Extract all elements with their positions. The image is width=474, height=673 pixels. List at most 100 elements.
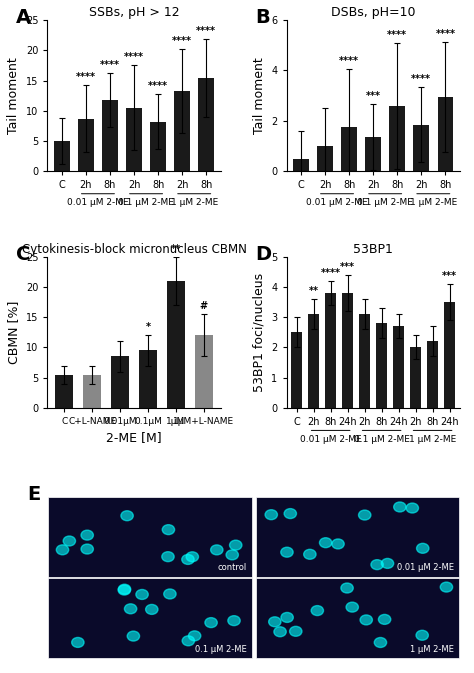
Circle shape (127, 631, 139, 641)
Y-axis label: Tail moment: Tail moment (253, 57, 266, 134)
Circle shape (440, 582, 453, 592)
Title: SSBs, pH > 12: SSBs, pH > 12 (89, 6, 179, 19)
Bar (167, 281, 185, 408)
Bar (139, 351, 157, 408)
Bar (365, 137, 381, 171)
Circle shape (332, 539, 344, 549)
Text: **: ** (309, 286, 319, 296)
Circle shape (72, 637, 84, 647)
Bar (126, 108, 142, 171)
Circle shape (311, 606, 324, 616)
Circle shape (189, 631, 201, 641)
Circle shape (341, 583, 353, 593)
Bar (102, 100, 118, 171)
Circle shape (182, 636, 194, 646)
Text: ****: **** (339, 57, 359, 66)
Circle shape (164, 589, 176, 599)
Circle shape (182, 555, 194, 565)
Circle shape (416, 631, 428, 640)
Circle shape (162, 525, 174, 534)
X-axis label: 2-ME [M]: 2-ME [M] (106, 431, 162, 444)
Text: ****: **** (172, 36, 192, 46)
Text: 0.01 μM 2-ME: 0.01 μM 2-ME (67, 199, 129, 207)
Bar (83, 375, 101, 408)
Text: 0.01 μM 2-ME: 0.01 μM 2-ME (300, 435, 362, 444)
Circle shape (394, 502, 406, 512)
Bar (389, 106, 405, 171)
Bar (195, 335, 213, 408)
Text: D: D (255, 245, 272, 264)
Circle shape (146, 604, 158, 614)
Text: ****: **** (196, 26, 216, 36)
Bar (438, 97, 453, 171)
Text: B: B (255, 8, 270, 27)
Text: **: ** (171, 244, 181, 254)
Text: E: E (27, 485, 40, 504)
Text: 0.1 μM 2-ME: 0.1 μM 2-ME (195, 645, 246, 653)
Circle shape (360, 615, 373, 625)
Bar (427, 341, 438, 408)
Text: 0.1 μM 2-ME: 0.1 μM 2-ME (354, 435, 410, 444)
Circle shape (417, 543, 429, 553)
Text: #: # (200, 302, 208, 311)
Text: 0.01 μM 2-ME: 0.01 μM 2-ME (306, 199, 368, 207)
Circle shape (346, 602, 358, 612)
Circle shape (358, 510, 371, 520)
Bar (255, 578, 459, 658)
Bar (199, 78, 214, 171)
Bar (359, 314, 370, 408)
Circle shape (269, 617, 281, 627)
Text: ****: **** (435, 28, 456, 38)
Text: ****: **** (387, 30, 407, 40)
Circle shape (205, 618, 217, 628)
Text: ****: **** (76, 73, 96, 82)
Text: ***: *** (442, 271, 457, 281)
Circle shape (186, 552, 199, 562)
Bar (342, 293, 353, 408)
Circle shape (118, 584, 131, 594)
Title: 53BP1: 53BP1 (353, 243, 393, 256)
Bar (78, 118, 94, 171)
Bar (174, 91, 190, 171)
Text: *: * (146, 322, 151, 332)
Bar (55, 375, 73, 408)
Bar (293, 159, 309, 171)
Text: ****: **** (411, 74, 431, 84)
Text: C: C (16, 245, 31, 264)
Circle shape (229, 540, 242, 550)
Circle shape (290, 627, 302, 636)
Circle shape (81, 530, 93, 540)
Text: A: A (16, 8, 31, 27)
Bar (341, 127, 357, 171)
Bar (376, 323, 387, 408)
Bar (317, 146, 333, 171)
Circle shape (265, 509, 277, 520)
Text: ****: **** (100, 60, 120, 70)
Circle shape (304, 549, 316, 559)
Circle shape (274, 627, 286, 637)
Bar (325, 293, 336, 408)
Bar (54, 141, 70, 171)
Text: 1 μM 2-ME: 1 μM 2-ME (410, 645, 454, 653)
Bar (150, 122, 166, 171)
Circle shape (374, 637, 387, 647)
Circle shape (118, 585, 130, 595)
Text: ****: **** (124, 52, 144, 63)
Circle shape (81, 544, 93, 554)
Title: Cytokinesis-block micronucleus CBMN: Cytokinesis-block micronucleus CBMN (22, 243, 246, 256)
Bar (393, 326, 404, 408)
Circle shape (319, 538, 332, 548)
Circle shape (124, 604, 137, 614)
Text: ****: **** (321, 268, 341, 278)
Circle shape (281, 547, 293, 557)
Bar (444, 302, 455, 408)
Text: 0.01 μM 2-ME: 0.01 μM 2-ME (397, 563, 454, 573)
Text: 1 μM 2-ME: 1 μM 2-ME (410, 199, 457, 207)
Text: ***: *** (365, 92, 381, 102)
Text: 1 μM 2-ME: 1 μM 2-ME (409, 435, 456, 444)
Circle shape (226, 550, 238, 560)
Bar (410, 347, 421, 408)
Circle shape (210, 545, 223, 555)
Circle shape (381, 559, 394, 569)
Circle shape (136, 590, 148, 600)
